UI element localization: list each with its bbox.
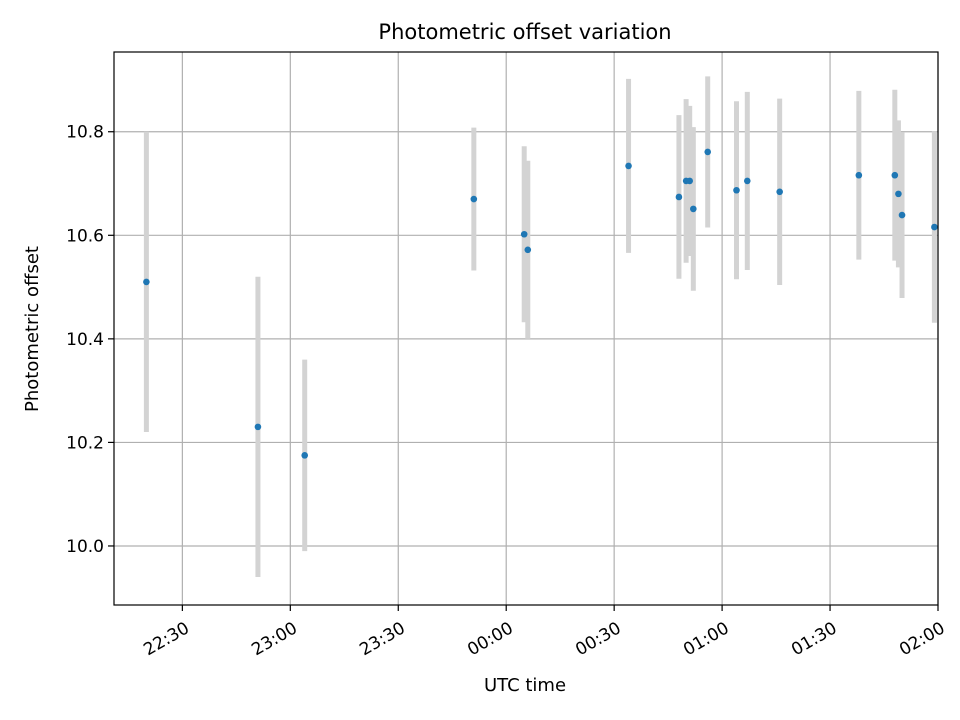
data-point <box>776 188 783 196</box>
y-axis-label: Photometric offset <box>22 246 43 412</box>
data-point <box>470 195 478 203</box>
chart-title: Photometric offset variation <box>378 20 671 44</box>
data-point <box>675 193 683 201</box>
data-point <box>143 278 150 286</box>
y-tick-label: 10.2 <box>66 433 104 453</box>
data-point <box>898 211 906 219</box>
data-points <box>143 148 938 459</box>
data-point <box>254 423 262 431</box>
data-point <box>855 171 863 179</box>
plot-frame <box>113 51 939 606</box>
data-point <box>891 171 899 179</box>
data-point <box>743 177 751 185</box>
data-point <box>895 190 902 198</box>
data-point <box>625 162 632 170</box>
y-axis: 10.0 10.2 10.4 10.6 10.8 <box>66 123 114 557</box>
data-point <box>931 223 938 231</box>
y-tick-label: 10.6 <box>66 226 104 246</box>
y-tick-label: 10.8 <box>66 123 104 143</box>
data-point <box>301 452 309 459</box>
data-point <box>686 177 694 185</box>
data-point <box>520 230 528 238</box>
y-tick-label: 10.0 <box>66 537 104 557</box>
x-axis-label: UTC time <box>484 675 566 696</box>
data-point <box>690 205 697 213</box>
data-point <box>704 148 712 156</box>
y-tick-label: 10.4 <box>66 330 104 350</box>
data-point <box>524 246 532 254</box>
data-point <box>733 186 740 194</box>
